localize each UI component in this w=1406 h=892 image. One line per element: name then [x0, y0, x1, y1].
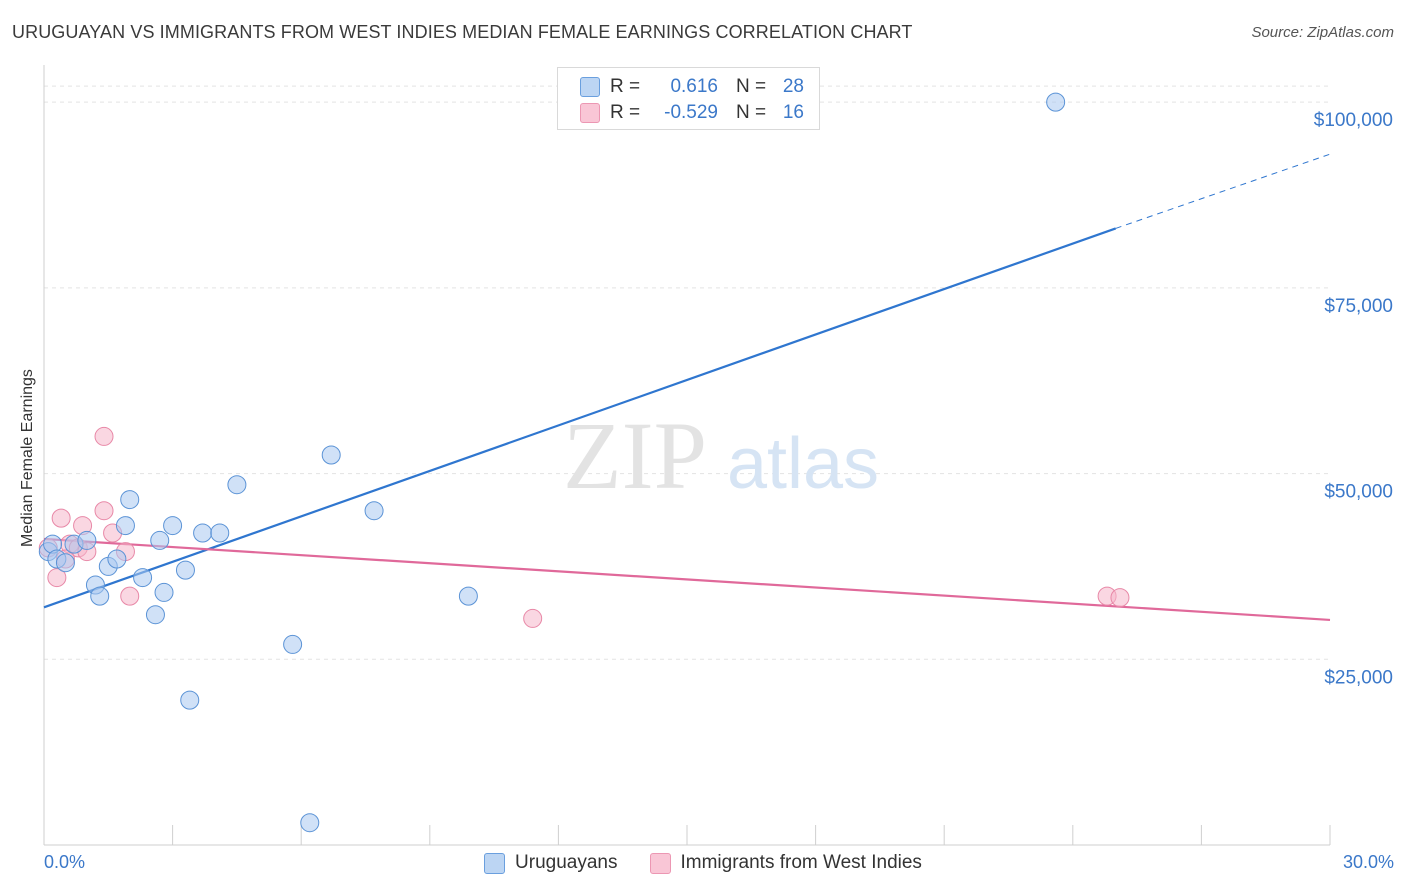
legend-n-value: 16	[782, 102, 804, 123]
trend-line-uruguayans-projection	[1115, 153, 1331, 229]
legend-r-value: 0.616	[670, 76, 718, 97]
point-west-indies	[94, 501, 114, 521]
point-uruguayans	[145, 605, 165, 625]
trend-line-uruguayans	[43, 227, 1117, 609]
point-uruguayans	[55, 553, 75, 573]
y-tick-labels: $25,000 $50,000 $75,000 $100,000	[1314, 110, 1393, 688]
data-points	[38, 92, 1130, 833]
legend-r-value: -0.529	[664, 102, 718, 123]
legend-swatch-pink	[649, 852, 671, 874]
point-uruguayans	[364, 501, 384, 521]
point-west-indies	[47, 568, 67, 588]
point-uruguayans	[163, 516, 183, 536]
y-tick-label: $100,000	[1314, 110, 1393, 131]
axes	[43, 65, 1331, 846]
point-uruguayans	[90, 586, 110, 606]
point-uruguayans	[107, 549, 127, 569]
trend-lines	[43, 153, 1331, 622]
stats-legend: R = 0.616 N = 28 R = -0.529 N = 16	[557, 67, 820, 130]
point-uruguayans	[77, 530, 97, 550]
trend-line-west-indies	[43, 537, 1331, 622]
point-west-indies	[120, 586, 140, 606]
y-tick-label: $75,000	[1324, 296, 1393, 317]
point-uruguayans	[115, 516, 135, 536]
legend-r-label: R =	[610, 102, 641, 123]
legend-swatch-blue	[580, 77, 600, 97]
point-uruguayans	[133, 568, 153, 588]
chart-title: URUGUAYAN VS IMMIGRANTS FROM WEST INDIES…	[12, 22, 913, 42]
legend-n-value: 28	[782, 76, 804, 97]
point-uruguayans	[227, 475, 247, 495]
point-uruguayans	[210, 523, 230, 543]
legend-row-uruguayans: R = 0.616 N = 28	[580, 74, 804, 100]
point-uruguayans	[175, 560, 195, 580]
legend-row-west-indies: R = -0.529 N = 16	[580, 100, 804, 126]
y-tick-label: $25,000	[1324, 667, 1393, 688]
point-west-indies	[51, 508, 71, 528]
legend-n-label: N =	[736, 76, 767, 97]
point-uruguayans	[150, 530, 170, 550]
point-uruguayans	[193, 523, 213, 543]
point-uruguayans	[458, 586, 478, 606]
x-tick-label-max: 30.0%	[1342, 852, 1394, 872]
point-uruguayans	[120, 490, 140, 510]
legend-swatch-blue	[484, 852, 506, 874]
legend-label-uruguayans: Uruguayans	[515, 852, 618, 873]
gridlines	[44, 85, 1330, 660]
point-west-indies	[523, 608, 543, 628]
point-uruguayans	[180, 690, 200, 710]
watermark-zip: ZIP	[563, 402, 707, 509]
point-west-indies	[94, 426, 114, 446]
point-uruguayans	[1046, 92, 1066, 112]
legend-item-west-indies: Immigrants from West Indies	[649, 852, 922, 874]
watermark-atlas: atlas	[727, 424, 879, 504]
point-uruguayans	[300, 813, 320, 833]
legend-item-uruguayans: Uruguayans	[484, 852, 618, 874]
series-legend: Uruguayans Immigrants from West Indies	[0, 852, 1406, 874]
legend-n-label: N =	[736, 102, 767, 123]
x-tick-label-min: 0.0%	[44, 852, 86, 872]
point-west-indies	[1110, 588, 1130, 608]
point-uruguayans	[154, 582, 174, 602]
legend-label-west-indies: Immigrants from West Indies	[680, 852, 922, 873]
point-uruguayans	[321, 445, 341, 465]
y-tick-label: $50,000	[1324, 482, 1393, 503]
watermark: ZIP atlas	[563, 402, 879, 509]
legend-r-label: R =	[610, 76, 641, 97]
point-uruguayans	[283, 634, 303, 654]
source-label: Source: ZipAtlas.com	[1251, 24, 1394, 41]
legend-swatch-pink	[580, 103, 600, 123]
